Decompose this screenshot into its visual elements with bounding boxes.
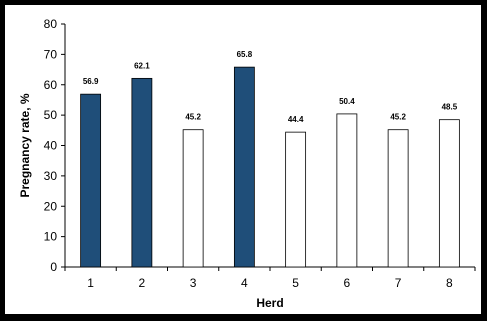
- y-tick-label: 50: [44, 108, 58, 122]
- bar-herd-6: [336, 113, 358, 268]
- bar-herd-1: [80, 93, 102, 268]
- x-tick-label: 5: [292, 276, 299, 290]
- bar-herd-7: [387, 129, 409, 268]
- y-axis: 0 10 20 30 40 50 60 70 80: [44, 17, 66, 274]
- bar-herd-3: [182, 129, 204, 268]
- x-tick-label: 4: [241, 276, 248, 290]
- x-axis-title: Herd: [256, 296, 283, 310]
- x-tick-label: 3: [190, 276, 197, 290]
- y-axis-title: Pregnancy rate, %: [18, 93, 32, 197]
- y-tick-label: 30: [44, 169, 58, 183]
- x-axis: 1 2 3 4 5 6 7 8: [64, 266, 476, 290]
- y-tick-label: 60: [44, 78, 58, 92]
- y-tick-label: 70: [44, 47, 58, 61]
- data-label: 45.2: [390, 113, 406, 122]
- data-label: 48.5: [442, 103, 458, 112]
- data-label: 62.1: [134, 61, 150, 70]
- bar-herd-8: [438, 119, 460, 268]
- y-tick-label: 20: [44, 199, 58, 213]
- pregnancy-rate-bar-chart: 0 10 20 30 40 50 60 70 80 1 2 3 4 5 6 7 8 56.9 62.1 45.2 6…: [18, 17, 476, 310]
- data-label: 50.4: [339, 97, 355, 106]
- bars: [80, 66, 460, 268]
- x-tick-label: 8: [446, 276, 453, 290]
- bar-herd-2: [131, 77, 153, 268]
- y-tick-label: 10: [44, 230, 58, 244]
- x-tick-label: 7: [395, 276, 402, 290]
- y-tick-label: 0: [50, 260, 57, 274]
- y-tick-label: 40: [44, 139, 58, 153]
- x-tick-label: 2: [139, 276, 146, 290]
- data-label: 44.4: [288, 115, 304, 124]
- chart-frame: 0 10 20 30 40 50 60 70 80 1 2 3 4 5 6 7 8 56.9 62.1 45.2 6…: [5, 5, 481, 314]
- y-tick-label: 80: [44, 17, 58, 31]
- bar-herd-4: [233, 66, 255, 268]
- x-tick-label: 6: [344, 276, 351, 290]
- data-labels: 56.9 62.1 45.2 65.8 44.4 50.4 45.2 48.5: [83, 50, 458, 124]
- data-label: 56.9: [83, 77, 99, 86]
- data-label: 45.2: [185, 113, 201, 122]
- bar-herd-5: [285, 131, 307, 268]
- data-label: 65.8: [237, 50, 253, 59]
- x-tick-label: 1: [87, 276, 94, 290]
